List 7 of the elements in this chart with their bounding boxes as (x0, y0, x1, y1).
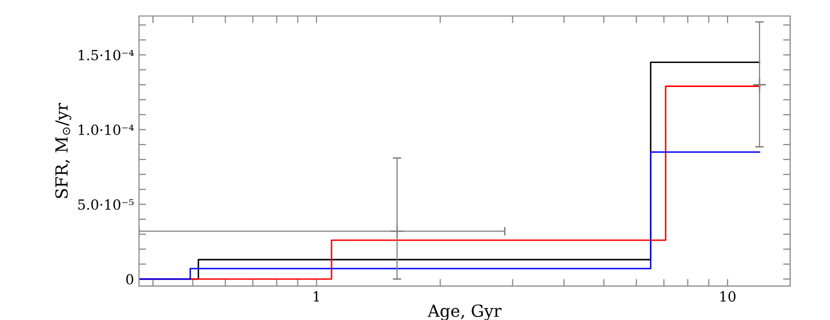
y-axis-title: SFR, M$_{⊙}$/yr (55, 102, 72, 198)
y-tick-label: 0 (126, 274, 134, 285)
y-tick-label: 1.5·10⁻⁴ (78, 50, 134, 60)
y-tick-label: 5.0·10⁻⁵ (78, 199, 134, 210)
x-tick-label: 10 (720, 291, 736, 302)
y-tick-label: 1.0·10⁻⁴ (78, 124, 134, 136)
x-tick-label: 1 (314, 291, 319, 302)
